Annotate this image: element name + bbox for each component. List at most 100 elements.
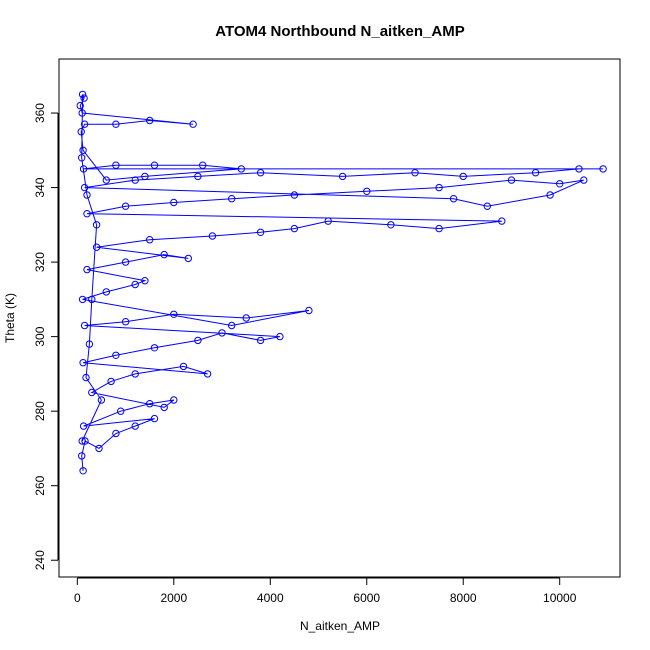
data-point — [150, 414, 159, 423]
data-point — [92, 243, 101, 251]
series-line — [79, 94, 604, 471]
data-point — [305, 306, 313, 315]
data-point — [237, 165, 246, 173]
data-point — [146, 400, 154, 408]
data-point — [81, 437, 89, 445]
data-point — [83, 191, 91, 199]
data-series — [76, 90, 607, 475]
data-point — [449, 195, 458, 203]
data-point — [112, 429, 120, 438]
data-point — [121, 202, 130, 210]
data-point — [150, 161, 159, 169]
data-point — [80, 321, 89, 330]
data-point — [79, 467, 87, 475]
data-point — [121, 318, 130, 326]
x-tick-label: 0 — [74, 591, 81, 605]
data-point — [78, 437, 86, 445]
data-point — [79, 165, 88, 173]
data-point — [79, 359, 87, 367]
data-point — [203, 370, 212, 378]
data-point — [97, 396, 106, 404]
data-point — [92, 221, 101, 229]
data-point — [80, 94, 88, 102]
data-point — [112, 120, 120, 128]
data-point — [531, 169, 540, 177]
y-axis-label: Theta (K) — [3, 293, 17, 343]
data-point — [112, 161, 120, 169]
x-tick-label: 8000 — [450, 591, 477, 605]
data-point — [189, 120, 197, 128]
data-point — [256, 228, 265, 237]
data-point — [131, 176, 139, 184]
data-point — [83, 210, 91, 218]
data-point — [131, 422, 139, 430]
data-point — [290, 191, 299, 199]
data-point — [556, 180, 564, 188]
data-point — [146, 236, 154, 244]
data-point — [112, 351, 120, 359]
data-point — [483, 202, 491, 210]
data-point — [160, 250, 168, 259]
y-tick-label: 360 — [33, 103, 47, 123]
data-point — [199, 161, 207, 169]
data-point — [78, 109, 86, 117]
data-point — [83, 265, 91, 274]
data-point — [82, 373, 90, 382]
data-point — [146, 116, 154, 125]
data-point — [88, 295, 96, 304]
data-point — [131, 280, 139, 289]
data-point — [256, 336, 265, 345]
data-point — [85, 340, 94, 348]
data-point — [131, 370, 139, 378]
data-point — [218, 329, 226, 337]
data-point — [78, 154, 86, 162]
data-point — [194, 336, 202, 345]
data-point — [435, 183, 443, 192]
data-point — [387, 221, 395, 229]
data-point — [599, 165, 607, 173]
data-point — [80, 120, 89, 128]
data-point — [580, 176, 588, 184]
x-axis: 0 2000 4000 6000 8000 10000 — [74, 577, 577, 605]
data-point — [80, 183, 89, 192]
data-point — [79, 422, 88, 430]
data-point — [507, 176, 516, 184]
data-point — [290, 224, 299, 233]
data-point — [170, 310, 178, 318]
data-point — [363, 187, 371, 196]
data-point — [184, 254, 193, 263]
y-tick-label: 280 — [33, 401, 47, 421]
data-point — [324, 217, 332, 225]
data-point — [107, 377, 115, 386]
data-point — [242, 314, 250, 322]
plot-area-frame — [58, 58, 621, 578]
data-point — [208, 232, 217, 240]
y-tick-label: 340 — [33, 177, 47, 197]
data-point — [498, 217, 506, 225]
y-tick-label: 260 — [33, 475, 47, 495]
data-point — [141, 172, 149, 181]
data-point — [338, 172, 347, 181]
data-point — [78, 452, 86, 460]
data-point — [76, 101, 84, 110]
data-point — [459, 172, 467, 181]
data-point — [121, 258, 130, 266]
data-point — [170, 396, 178, 404]
data-point — [276, 332, 284, 341]
x-tick-label: 6000 — [353, 591, 380, 605]
data-point — [102, 176, 111, 184]
data-point — [435, 224, 443, 233]
x-tick-label: 4000 — [257, 591, 284, 605]
data-point — [575, 165, 583, 173]
data-point — [546, 191, 554, 199]
x-tick-label: 10000 — [543, 591, 577, 605]
data-point — [150, 344, 159, 352]
data-point — [256, 169, 265, 177]
data-point — [179, 362, 188, 371]
data-point — [228, 321, 236, 330]
data-point — [79, 146, 87, 155]
data-point — [170, 198, 178, 207]
chart-title: ATOM4 Northbound N_aitken_AMP — [215, 23, 464, 40]
data-point — [117, 407, 125, 415]
